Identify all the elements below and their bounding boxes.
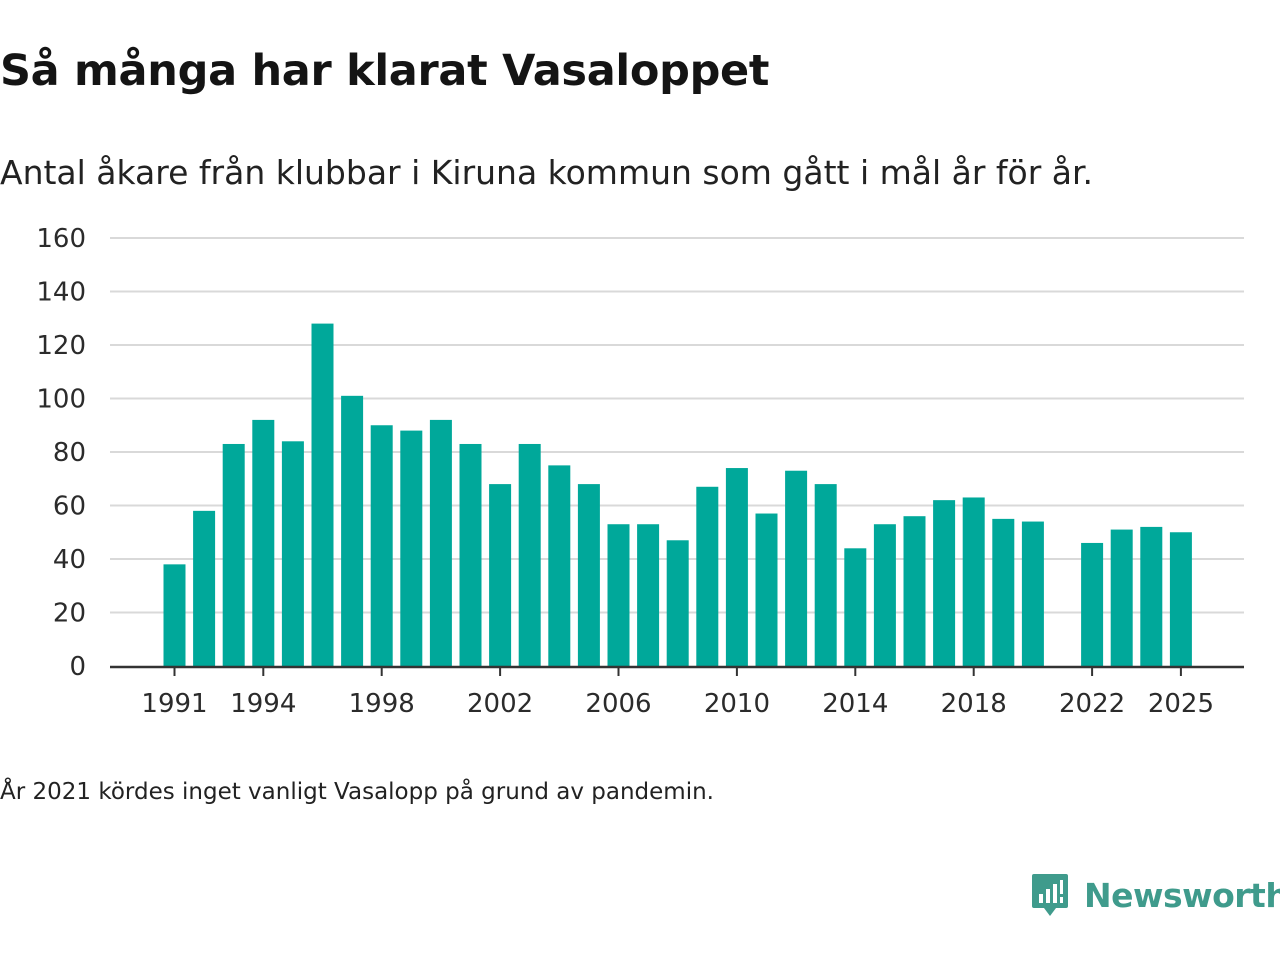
y-tick-label: 20 [53, 599, 86, 629]
bar-2023 [1110, 529, 1133, 666]
bar-2022 [1081, 542, 1104, 666]
bar-2012 [785, 470, 808, 666]
x-tick-label: 1994 [230, 689, 296, 719]
bar-2000 [429, 419, 452, 666]
y-tick-label: 160 [36, 224, 86, 254]
chart-subtitle: Antal åkare från klubbar i Kiruna kommun… [0, 153, 1094, 192]
y-tick-label: 140 [36, 278, 86, 308]
bar-2003 [518, 443, 541, 666]
y-tick-label: 120 [36, 331, 86, 361]
bar-2002 [489, 484, 512, 666]
chart-title: Så många har klarat Vasaloppet [0, 46, 770, 96]
y-tick-label: 0 [69, 652, 86, 682]
bar-1998 [370, 425, 393, 666]
bar-2006 [607, 524, 630, 666]
x-tick-label: 1998 [349, 689, 415, 719]
x-tick-label: 2018 [941, 689, 1007, 719]
y-tick-label: 60 [53, 492, 86, 522]
bar-1992 [193, 510, 216, 666]
chat-bar-chart-icon [1032, 874, 1068, 916]
y-tick-label: 40 [53, 545, 86, 575]
bars [163, 323, 1192, 666]
bar-2009 [696, 486, 719, 666]
bar-chart: 0 20 40 60 80 100 120 140 160 1991 1994 1998 2002 20… [36, 224, 1244, 719]
x-tick-label: 2006 [585, 689, 651, 719]
y-tick-label: 100 [36, 385, 86, 415]
bar-1996 [311, 323, 334, 666]
bar-2014 [844, 548, 867, 666]
bar-2013 [814, 484, 837, 666]
footnote: År 2021 kördes inget vanligt Vasalopp på… [0, 779, 714, 805]
bar-2004 [548, 465, 571, 666]
bar-1997 [341, 395, 364, 666]
bar-2010 [725, 468, 748, 666]
bar-2019 [992, 518, 1015, 666]
bar-1994 [252, 419, 275, 666]
bar-1999 [400, 430, 423, 666]
bar-2011 [755, 513, 778, 666]
bar-2024 [1140, 526, 1163, 666]
x-tick-label: 1991 [141, 689, 207, 719]
x-tick-label: 2025 [1148, 689, 1214, 719]
x-axis-labels: 1991 1994 1998 2002 2006 2010 2014 2018 2022 2025 [141, 689, 1214, 719]
newsworthy-logo: Newsworthy [1030, 870, 1280, 920]
x-axis [110, 665, 1244, 676]
bar-2015 [873, 524, 896, 666]
x-tick-label: 2002 [467, 689, 533, 719]
brand-name: Newsworthy [1084, 875, 1280, 915]
y-axis-labels: 0 20 40 60 80 100 120 140 160 [36, 224, 86, 682]
bar-2007 [637, 524, 660, 666]
bar-2016 [903, 516, 926, 666]
bar-1995 [281, 441, 304, 666]
x-tick-label: 2014 [822, 689, 888, 719]
bar-2005 [577, 484, 600, 666]
x-tick-label: 2022 [1059, 689, 1125, 719]
bar-2001 [459, 443, 482, 666]
bar-2020 [1021, 521, 1044, 666]
x-tick-label: 2010 [704, 689, 770, 719]
bar-2017 [933, 500, 956, 666]
bar-1993 [222, 443, 245, 666]
bar-1991 [163, 564, 186, 666]
y-tick-label: 80 [53, 438, 86, 468]
bar-2025 [1169, 532, 1192, 666]
bar-2008 [666, 540, 689, 666]
bar-2018 [962, 497, 985, 666]
